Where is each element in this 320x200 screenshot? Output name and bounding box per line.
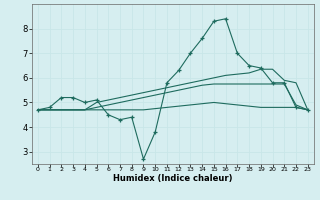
- X-axis label: Humidex (Indice chaleur): Humidex (Indice chaleur): [113, 174, 233, 183]
